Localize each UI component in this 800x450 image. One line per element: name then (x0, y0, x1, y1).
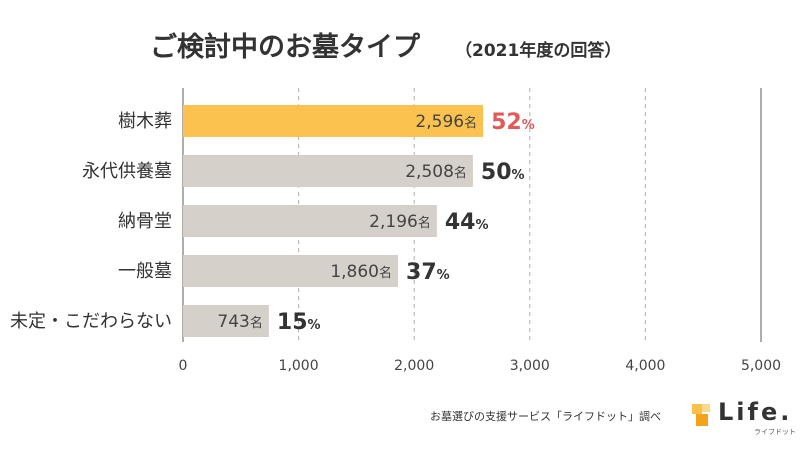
bar (183, 205, 437, 237)
chart-title: ご検討中のお墓タイプ (150, 31, 421, 63)
source-note: お墓選びの支援サービス「ライフドット」調べ (430, 410, 661, 423)
logo-mark-icon (692, 404, 712, 426)
bar-value-label: 2,596名 (415, 112, 477, 132)
x-tick-label: 1,000 (279, 358, 319, 374)
bar (183, 255, 399, 287)
label-layer: 樹木葬 2,596名 52% 永代供養墓 2,508名 50% 納骨堂 2,196名 44% 一般… (10, 110, 535, 335)
category-label: 樹木葬 (118, 111, 172, 132)
percent-label: 15% (277, 310, 321, 335)
bar-value-label: 2,196名 (369, 212, 431, 232)
bar-value-label: 2,508名 (405, 162, 467, 182)
bar (183, 105, 484, 137)
category-label: 一般墓 (118, 261, 172, 282)
bar-value-label: 743名 (217, 312, 262, 332)
bar-value-label: 1,860名 (330, 262, 392, 282)
bar-layer (183, 105, 484, 337)
percent-label: 52% (491, 110, 535, 135)
percent-label: 50% (481, 160, 525, 185)
category-label: 納骨堂 (118, 211, 172, 232)
x-tick-label: 4,000 (625, 358, 665, 374)
x-tick-label: 0 (179, 358, 188, 374)
logo-subtext: ライフドット (754, 428, 796, 436)
logo-wordmark: Life. (718, 398, 793, 426)
x-tick-label: 5,000 (741, 358, 781, 374)
category-label: 永代供養墓 (82, 161, 172, 182)
bar (183, 305, 269, 337)
x-tick-label: 2,000 (394, 358, 434, 374)
life-logo: Life. ライフドット (692, 398, 796, 438)
x-axis-ticks: 0 1,000 2,000 3,000 4,000 5,000 (179, 358, 782, 374)
chart-subtitle: （2021年度の回答） (455, 40, 621, 61)
percent-label: 37% (406, 260, 450, 285)
category-label: 未定・こだわらない (10, 311, 172, 332)
bar (183, 155, 473, 187)
x-tick-label: 3,000 (510, 358, 550, 374)
percent-label: 44% (445, 210, 489, 235)
